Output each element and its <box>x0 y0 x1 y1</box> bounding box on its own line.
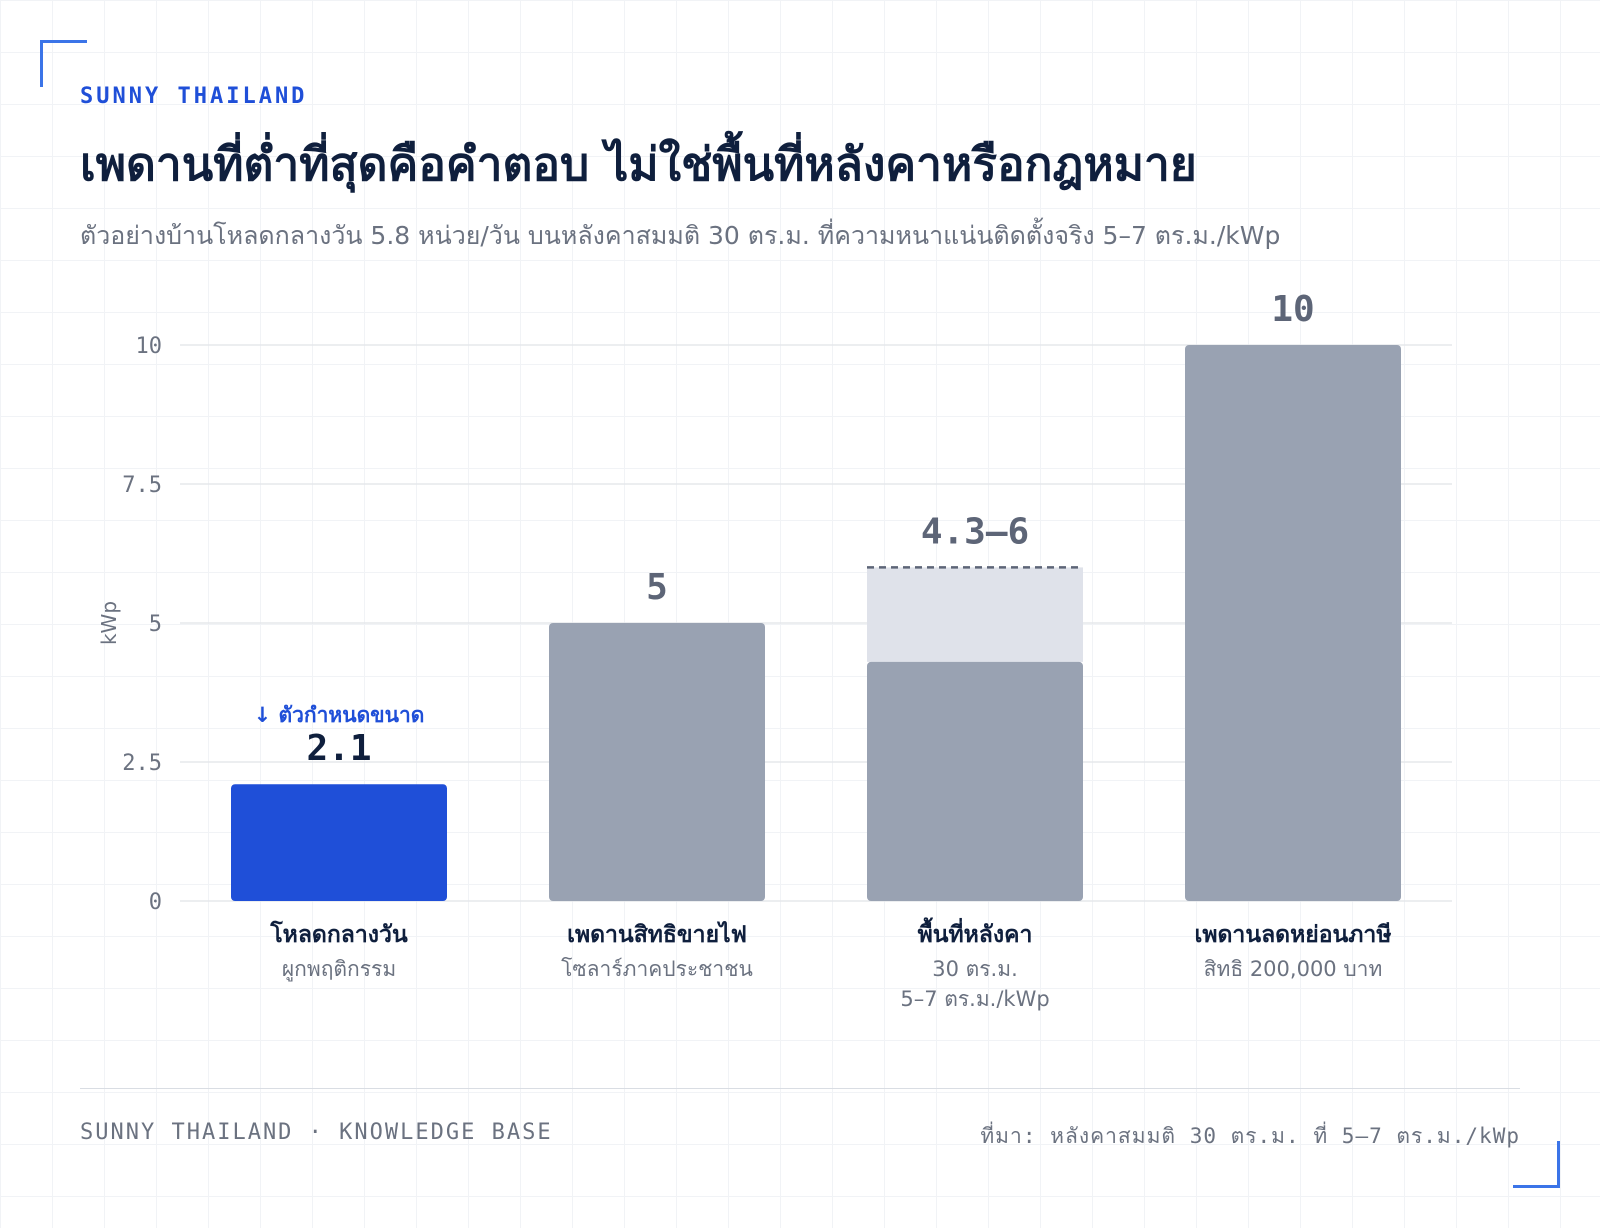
footer-divider <box>80 1088 1520 1089</box>
y-tick-label: 10 <box>136 334 163 359</box>
bar-value-label: 2.1 <box>306 728 371 769</box>
bar-value-label: 10 <box>1271 289 1314 330</box>
y-tick-label: 2.5 <box>122 751 162 776</box>
bar-range-band <box>867 567 1083 662</box>
corner-mark-top-left <box>40 40 87 87</box>
y-axis-label: kWp <box>97 601 121 645</box>
x-category-sublabel: ผูกพฤติกรรม <box>282 957 396 982</box>
x-category-label: โหลดกลางวัน <box>269 920 408 948</box>
x-category-label: เพดานสิทธิขายไฟ <box>567 920 747 948</box>
bar <box>231 784 447 901</box>
page-subtitle: ตัวอย่างบ้านโหลดกลางวัน 5.8 หน่วย/วัน บน… <box>80 221 1281 250</box>
corner-mark-bottom-right <box>1513 1141 1560 1188</box>
bar <box>549 623 765 901</box>
page-title: เพดานที่ต่ำที่สุดคือคำตอบ ไม่ใช่พื้นที่ห… <box>80 137 1197 191</box>
footer-source-brand: SUNNY THAILAND · KNOWLEDGE BASE <box>80 1120 553 1145</box>
bar-value-label: 5 <box>646 567 668 608</box>
y-tick-label: 5 <box>149 612 162 637</box>
x-category-sublabel: สิทธิ 200,000 บาท <box>1204 957 1383 981</box>
x-category-label: พื้นที่หลังคา <box>918 917 1033 948</box>
bar <box>1185 345 1401 901</box>
y-tick-label: 7.5 <box>122 473 162 498</box>
x-category-sublabel: โซลาร์ภาคประชาชน <box>561 957 753 981</box>
bar-annotation: ↓ ตัวกำหนดขนาด <box>254 703 425 727</box>
x-category-sublabel: 5–7 ตร.ม./kWp <box>900 987 1049 1011</box>
brand-label: SUNNY THAILAND <box>80 84 308 109</box>
x-category-sublabel: 30 ตร.ม. <box>932 957 1018 981</box>
footer-source-note: ที่มา: หลังคาสมมติ 30 ตร.ม. ที่ 5–7 ตร.ม… <box>980 1124 1520 1148</box>
bar-value-label: 4.3–6 <box>921 511 1029 552</box>
bar <box>867 661 1083 901</box>
y-tick-label: 0 <box>149 890 162 915</box>
x-category-label: เพดานลดหย่อนภาษี <box>1194 922 1391 948</box>
